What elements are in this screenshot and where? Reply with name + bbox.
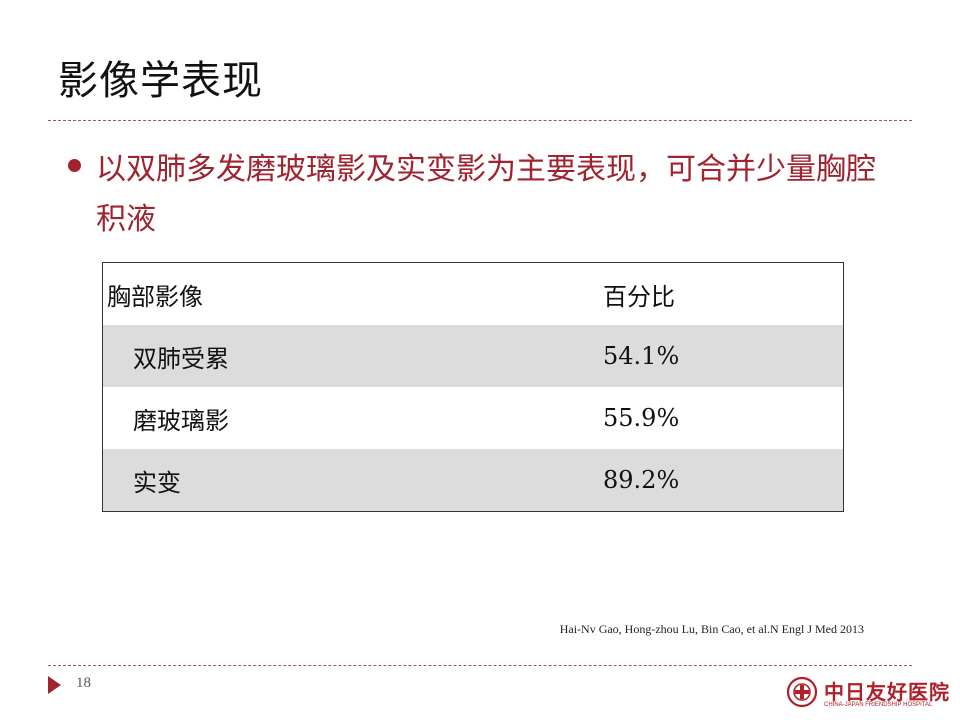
table-row: 实变 89.2% [102,449,844,512]
page-number: 18 [76,675,91,691]
bullet-text: 以双肺多发磨玻璃影及实变影为主要表现，可合并少量胸腔积液 [96,152,876,237]
table-header-row: 胸部影像 百分比 [102,262,844,325]
table-cell-finding: 磨玻璃影 [102,387,603,449]
bullet-point: 以双肺多发磨玻璃影及实变影为主要表现，可合并少量胸腔积液 [68,145,888,245]
table-cell-percent: 55.9% [603,387,844,449]
hospital-emblem-icon [786,676,818,708]
citation: Hai-Nv Gao, Hong-zhou Lu, Bin Cao, et al… [559,622,864,636]
triangle-right-icon [48,676,61,694]
logo-name: 中日友好医院 [824,680,950,704]
table-cell-finding: 实变 [102,449,603,512]
imaging-table: 胸部影像 百分比 双肺受累 54.1% 磨玻璃影 55.9% 实变 89.2% [102,262,844,512]
footer-divider [48,665,912,666]
title-divider [48,120,912,121]
slide-title: 影像学表现 [58,58,263,104]
hospital-logo: 中日友好医院 CHINA-JAPAN FRIENDSHIP HOSPITAL [786,674,949,714]
table-cell-percent: 89.2% [603,449,844,512]
table-header-imaging: 胸部影像 [102,262,603,325]
table-row: 双肺受累 54.1% [102,325,844,387]
table-row: 磨玻璃影 55.9% [102,387,844,449]
table-cell-finding: 双肺受累 [102,325,603,387]
logo-subtitle: CHINA-JAPAN FRIENDSHIP HOSPITAL [824,702,933,708]
table-cell-percent: 54.1% [603,325,844,387]
circle-bullet-icon [68,159,81,172]
table-header-percent: 百分比 [603,262,844,325]
